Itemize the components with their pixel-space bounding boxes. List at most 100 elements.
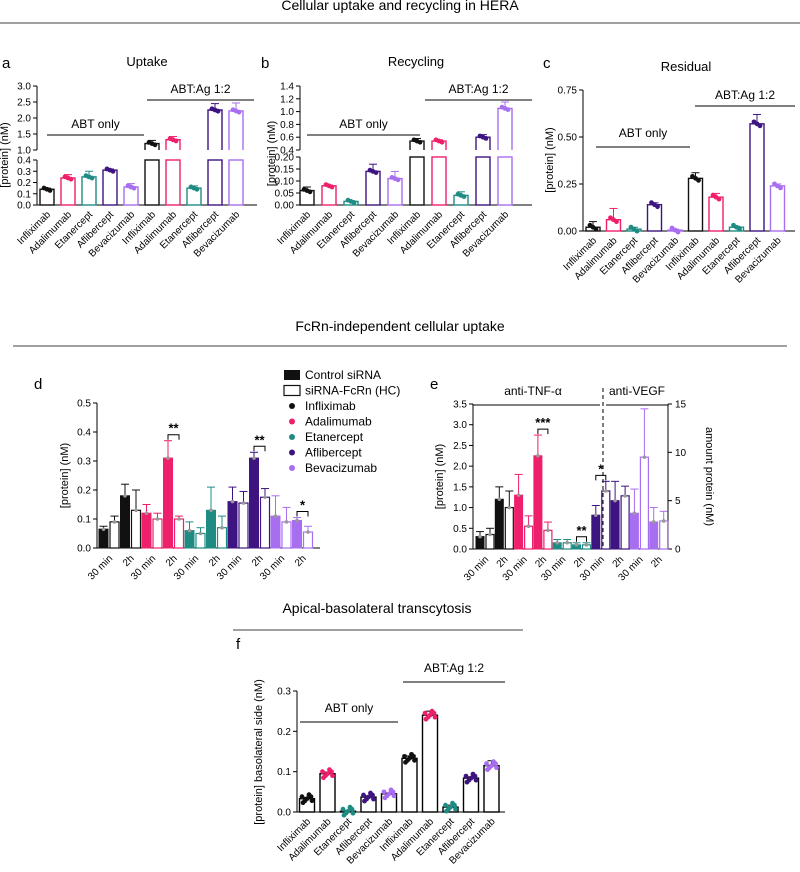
legend-marker-aflibercept bbox=[289, 449, 295, 456]
panel-d-xtick-label: 2h bbox=[250, 553, 266, 569]
panel-d-errbar-control bbox=[121, 483, 129, 496]
panel-b-ytick-label: 0.6 bbox=[280, 133, 294, 144]
panel-a-ytick-label: 2.5 bbox=[17, 98, 31, 109]
panel-e-bar-fcrn-infliximab-2h bbox=[504, 506, 514, 550]
panel-c-bar-aflibercept-abt bbox=[646, 203, 663, 232]
panel-d-significance-label: ** bbox=[254, 432, 265, 447]
panel-c-title: Residual bbox=[661, 59, 712, 74]
panel-f-group-label-abtag: ABT:Ag 1:2 bbox=[424, 661, 484, 675]
panel-a-ytick-label: 0.2 bbox=[17, 178, 31, 189]
panel-e-point-fcrn bbox=[623, 494, 627, 498]
panel-d-ytick-label: 0.1 bbox=[77, 515, 91, 526]
panel-e-point-fcrn bbox=[546, 528, 550, 533]
panel-c-group-label-abt: ABT only bbox=[619, 126, 667, 140]
panel-e-ytick-label: 0.0 bbox=[453, 545, 467, 556]
panel-f-points bbox=[443, 800, 458, 814]
panel-e-point-fcrn bbox=[584, 543, 589, 547]
panel-e-point-control bbox=[594, 513, 598, 517]
panel-f-bar-adalimumab-abtag bbox=[421, 714, 439, 813]
panel-e-point-control bbox=[516, 493, 521, 497]
panel-c-group-label-abtag: ABT:Ag 1:2 bbox=[715, 88, 775, 102]
panel-b-bar-aflibercept-abt bbox=[365, 170, 381, 206]
panel-f-points bbox=[299, 792, 315, 806]
panel-b-points bbox=[411, 137, 423, 145]
panel-b-ytick-label: 1.4 bbox=[280, 82, 294, 93]
panel-a-points bbox=[125, 183, 137, 191]
section-title-fcrn-independent: FcRn-independent cellular uptake bbox=[295, 318, 505, 334]
panel-e-bar-control-aflibercept-30-min bbox=[591, 514, 601, 550]
panel-b-ytick-label: 0.10 bbox=[275, 177, 295, 188]
legend-label-bevacizumab: Bevacizumab bbox=[305, 461, 377, 475]
panel-d-point-control bbox=[273, 514, 278, 518]
panel-d-bar-fcrn-aflibercept-2h bbox=[259, 496, 271, 549]
panel-c-ytick-label: 0.25 bbox=[558, 180, 578, 191]
panel-f-ytick-label: 0.1 bbox=[277, 767, 291, 778]
panel-c-points bbox=[608, 215, 619, 225]
panel-c-ytick-label: 0.50 bbox=[558, 133, 578, 144]
panel-d-xtick-label: 30 min bbox=[129, 553, 158, 582]
panel-e-ytick-right-label: 0 bbox=[675, 545, 681, 556]
panel-e-point-fcrn bbox=[526, 524, 531, 529]
panel-e-ytick-label: 0.5 bbox=[453, 524, 467, 535]
panel-d-point-control bbox=[295, 518, 299, 523]
panel-d-errbar-control bbox=[207, 486, 215, 511]
panel-a-bar-aflibercept-abt bbox=[102, 169, 118, 206]
panel-d-bar-control-bevacizumab-2h bbox=[292, 519, 302, 549]
panel-e-errbar-control bbox=[514, 473, 523, 496]
panel-e-bar-fcrn-aflibercept-30-min bbox=[601, 490, 611, 550]
panel-e-ytick-label: 1.5 bbox=[453, 482, 467, 493]
panel-b-bar-bevacizumab-abtag-upper bbox=[497, 107, 513, 150]
panel-e-significance-label: *** bbox=[535, 415, 551, 430]
panel-d-bar-control-infliximab-30-min bbox=[98, 528, 109, 549]
panel-d-xtick-label: 30 min bbox=[215, 553, 244, 582]
panel-e-point-fcrn bbox=[661, 519, 666, 523]
section-title-uptake-recycling: Cellular uptake and recycling in HERA bbox=[281, 0, 519, 13]
panel-d-point-fcrn bbox=[177, 517, 181, 521]
panel-a-points bbox=[62, 174, 74, 182]
panel-b-points bbox=[389, 175, 401, 183]
panel-d-errbar-control bbox=[228, 486, 237, 502]
panel-a-ytick-label: 0.3 bbox=[17, 167, 31, 178]
panel-d-point-control bbox=[252, 456, 256, 460]
panel-e-bar-fcrn-bevacizumab-2h bbox=[659, 520, 669, 550]
panel-b-ytick-label: 0.4 bbox=[280, 146, 294, 157]
panel-e-ylabel-right: amount protein (nM) bbox=[703, 427, 715, 526]
panel-e-ytick-right-label: 15 bbox=[675, 400, 687, 411]
panel-d-ytick-label: 0.3 bbox=[77, 457, 91, 468]
panel-e-xtick-label: 30 min bbox=[462, 554, 491, 583]
panel-a-bar-aflibercept-abtag bbox=[207, 159, 223, 206]
panel-d-point-fcrn bbox=[306, 530, 310, 534]
panel-d-bar-control-aflibercept-2h bbox=[249, 457, 259, 549]
panel-e-group-label-vegf: anti-VEGF bbox=[609, 384, 665, 398]
panel-a-ytick-label: 3.0 bbox=[17, 82, 31, 93]
panel-e-point-fcrn bbox=[565, 540, 569, 545]
panel-d-xtick-label: 30 min bbox=[258, 553, 287, 582]
panel-d-point-control bbox=[101, 527, 106, 531]
panel-a-points bbox=[104, 166, 116, 174]
section-title-transcytosis: Apical-basolateral transcytosis bbox=[282, 600, 471, 616]
panel-d-bar-fcrn-etanercept-2h bbox=[216, 527, 228, 549]
panel-e-group-label-tnf: anti-TNF-α bbox=[504, 384, 562, 398]
panel-b-points bbox=[477, 133, 489, 141]
panel-d-bar-control-aflibercept-30-min bbox=[227, 501, 238, 549]
panel-a-points bbox=[167, 136, 179, 144]
panel-e-point-control bbox=[555, 540, 559, 545]
panel-d-errbar-control bbox=[271, 495, 280, 517]
panel-d-bar-control-etanercept-2h bbox=[206, 509, 216, 549]
panel-e-bar-control-adalimumab-30-min bbox=[514, 494, 524, 550]
panel-e-bar-fcrn-infliximab-30-min bbox=[485, 533, 495, 550]
panel-e-significance-label: ** bbox=[576, 523, 587, 538]
panel-c-ylabel: [protein] (nM) bbox=[544, 127, 556, 192]
legend-label-control-sirna: Control siRNA bbox=[305, 368, 381, 382]
panel-d-bar-fcrn-aflibercept-30-min bbox=[238, 502, 249, 549]
panel-a-points bbox=[230, 107, 242, 115]
panel-d-ytick-label: 0.2 bbox=[77, 486, 91, 497]
panel-b-ytick-label: 0.00 bbox=[275, 201, 295, 212]
panel-d-errbar-fcrn bbox=[282, 506, 291, 522]
panel-e-errbar-control bbox=[495, 486, 504, 500]
panel-e-point-fcrn bbox=[507, 505, 512, 510]
panel-b-ytick-label: 0.20 bbox=[275, 153, 295, 164]
panel-b-bar-infliximab-abtag bbox=[409, 156, 425, 206]
panel-b-points bbox=[433, 137, 445, 145]
